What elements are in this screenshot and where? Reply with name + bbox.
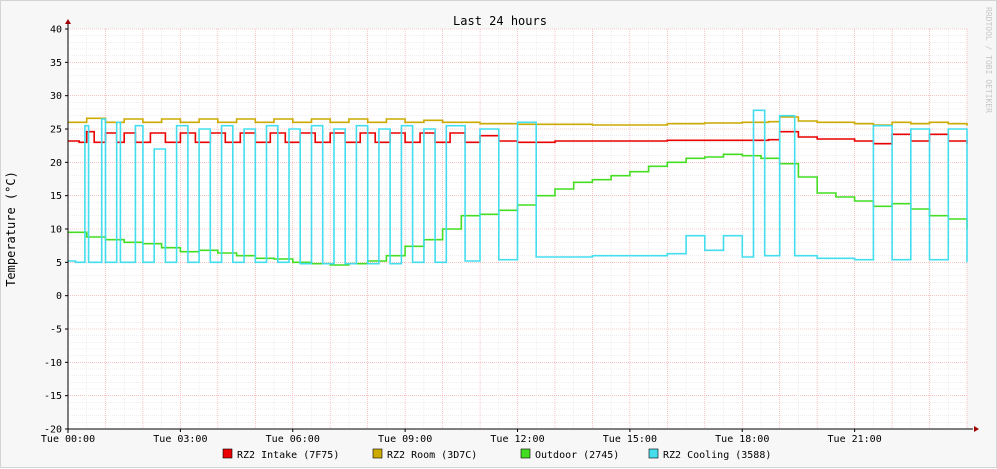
- x-tick-label: Tue 09:00: [378, 434, 432, 445]
- axes: [65, 19, 979, 433]
- y-tick-label: -5: [50, 325, 62, 336]
- legend-label-2: RZ2 Room (3D7C): [387, 450, 477, 461]
- legend-swatch-2: [372, 448, 383, 459]
- y-tick-label: 0: [56, 291, 62, 302]
- series-line-2: [68, 116, 968, 126]
- y-axis-arrow: [65, 19, 71, 24]
- x-tick-label: Tue 21:00: [828, 434, 882, 445]
- chart-title: Last 24 hours: [453, 14, 547, 28]
- legend-label-4: RZ2 Cooling (3588): [663, 450, 771, 461]
- y-tick-label: -20: [44, 425, 62, 436]
- y-tick-label: 30: [50, 91, 62, 102]
- y-tick-label: 35: [50, 58, 62, 69]
- y-tick-label: 25: [50, 125, 62, 136]
- x-tick-label: Tue 06:00: [266, 434, 320, 445]
- y-tick-label: 5: [56, 258, 62, 269]
- y-tick-label: 40: [50, 25, 62, 36]
- rrdtool-watermark: RRDTOOL / TOBI OETIKER: [984, 7, 993, 113]
- x-tick-label: Tue 15:00: [603, 434, 657, 445]
- x-tick-labels: Tue 00:00 Tue 03:00 Tue 06:00 Tue 09:00 Tue …: [41, 429, 882, 445]
- series-lines: [68, 109, 968, 266]
- legend-swatch-4: [648, 448, 659, 459]
- x-tick-label: Tue 00:00: [41, 434, 95, 445]
- y-tick-labels: -20 -15 -10 -5 0 5 10 15 20 25 30 35 40: [44, 25, 68, 436]
- x-axis-arrow: [974, 426, 979, 432]
- legend-swatch-1: [222, 448, 233, 459]
- x-tick-label: Tue 12:00: [490, 434, 544, 445]
- x-tick-label: Tue 18:00: [715, 434, 769, 445]
- y-tick-label: -15: [44, 391, 62, 402]
- legend-label-1: RZ2 Intake (7F75): [237, 450, 339, 461]
- legend-swatch-3: [520, 448, 531, 459]
- y-tick-label: 15: [50, 191, 62, 202]
- legend: RZ2 Intake (7F75) RZ2 Room (3D7C) Outdoor …: [222, 448, 771, 461]
- y-axis-label: Temperature (°C): [4, 171, 18, 287]
- y-tick-label: -10: [44, 358, 62, 369]
- x-tick-label: Tue 03:00: [153, 434, 207, 445]
- legend-label-3: Outdoor (2745): [535, 450, 619, 461]
- y-tick-label: 10: [50, 225, 62, 236]
- series-line-4: [68, 109, 968, 265]
- y-tick-label: 20: [50, 158, 62, 169]
